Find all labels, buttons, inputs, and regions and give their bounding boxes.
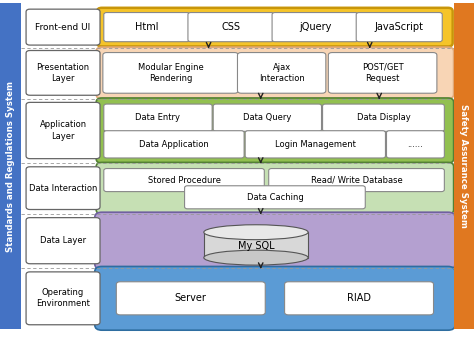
Ellipse shape [204, 225, 308, 240]
Text: Ajax
Interaction: Ajax Interaction [259, 63, 304, 83]
Text: Stored Procedure: Stored Procedure [147, 176, 220, 184]
Text: Standards and Regulations System: Standards and Regulations System [6, 81, 15, 252]
FancyBboxPatch shape [96, 162, 454, 214]
Text: Application
Layer: Application Layer [39, 120, 87, 141]
FancyBboxPatch shape [104, 131, 244, 158]
Ellipse shape [204, 250, 308, 265]
FancyBboxPatch shape [95, 212, 455, 269]
FancyBboxPatch shape [184, 186, 365, 209]
FancyBboxPatch shape [284, 282, 434, 315]
FancyBboxPatch shape [103, 53, 238, 93]
FancyBboxPatch shape [26, 102, 100, 159]
Text: Data Query: Data Query [243, 113, 292, 122]
Bar [204, 232, 308, 258]
Text: Presentation
Layer: Presentation Layer [36, 63, 90, 83]
Text: Data Application: Data Application [139, 140, 209, 149]
FancyBboxPatch shape [322, 104, 444, 131]
FancyBboxPatch shape [104, 13, 190, 42]
Text: Login Management: Login Management [275, 140, 356, 149]
FancyBboxPatch shape [386, 131, 444, 158]
Text: My SQL: My SQL [237, 241, 274, 251]
FancyBboxPatch shape [245, 131, 385, 158]
FancyBboxPatch shape [26, 218, 100, 264]
FancyBboxPatch shape [328, 53, 437, 93]
Text: POST/GET
Request: POST/GET Request [362, 63, 403, 83]
Text: JavaScript: JavaScript [375, 22, 424, 32]
FancyBboxPatch shape [97, 8, 453, 46]
FancyBboxPatch shape [96, 98, 454, 163]
FancyBboxPatch shape [213, 104, 321, 131]
Text: Operating
Environment: Operating Environment [36, 288, 90, 308]
Bar [454, 3, 474, 329]
Text: Server: Server [175, 293, 207, 303]
FancyBboxPatch shape [26, 272, 100, 325]
Text: Safety Assurance System: Safety Assurance System [459, 104, 468, 228]
Text: Data Caching: Data Caching [246, 193, 303, 202]
FancyBboxPatch shape [272, 13, 358, 42]
FancyBboxPatch shape [96, 47, 454, 99]
FancyBboxPatch shape [26, 167, 100, 210]
Text: Data Display: Data Display [356, 113, 410, 122]
Text: CSS: CSS [221, 22, 240, 32]
FancyBboxPatch shape [26, 9, 100, 45]
FancyBboxPatch shape [116, 282, 265, 315]
FancyBboxPatch shape [356, 13, 442, 42]
Text: RIAD: RIAD [347, 293, 371, 303]
FancyBboxPatch shape [95, 266, 455, 330]
FancyBboxPatch shape [269, 168, 444, 192]
FancyBboxPatch shape [237, 53, 326, 93]
Bar [0, 3, 21, 329]
Text: Data Entry: Data Entry [136, 113, 181, 122]
Text: Html: Html [135, 22, 159, 32]
FancyBboxPatch shape [104, 168, 264, 192]
Text: Modular Engine
Rendering: Modular Engine Rendering [138, 63, 203, 83]
Text: Data Interaction: Data Interaction [29, 184, 97, 193]
Text: ......: ...... [408, 140, 423, 149]
FancyBboxPatch shape [104, 104, 212, 131]
FancyBboxPatch shape [188, 13, 274, 42]
Text: jQuery: jQuery [299, 22, 331, 32]
FancyBboxPatch shape [26, 51, 100, 95]
Text: Data Layer: Data Layer [40, 236, 86, 245]
Text: Read/ Write Database: Read/ Write Database [310, 176, 402, 184]
Text: Front-end UI: Front-end UI [36, 23, 91, 32]
